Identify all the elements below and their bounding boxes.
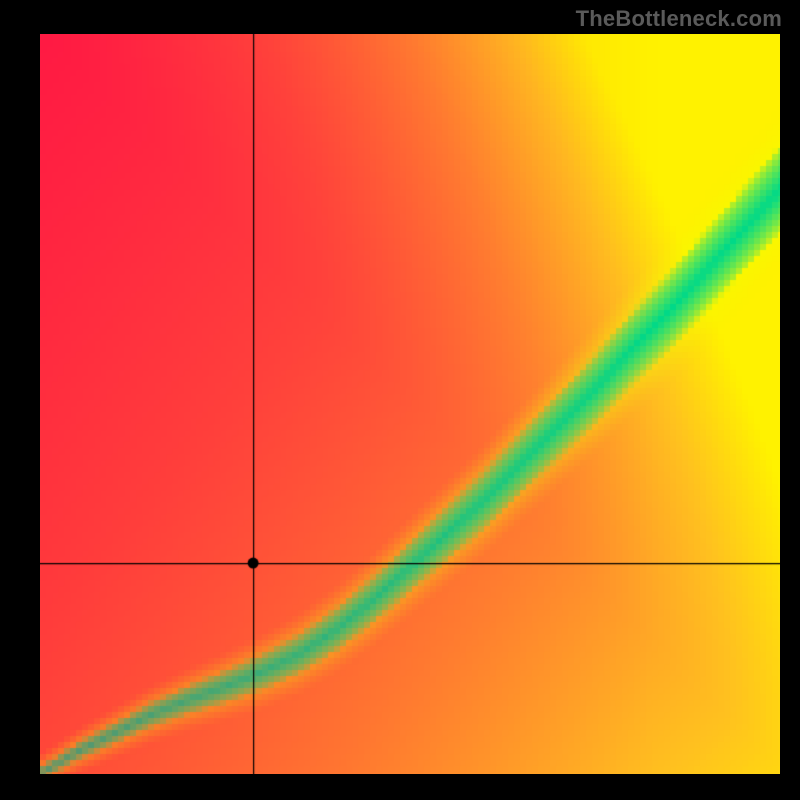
watermark-text: TheBottleneck.com	[576, 6, 782, 32]
bottleneck-heatmap	[40, 34, 780, 774]
chart-container: TheBottleneck.com	[0, 0, 800, 800]
